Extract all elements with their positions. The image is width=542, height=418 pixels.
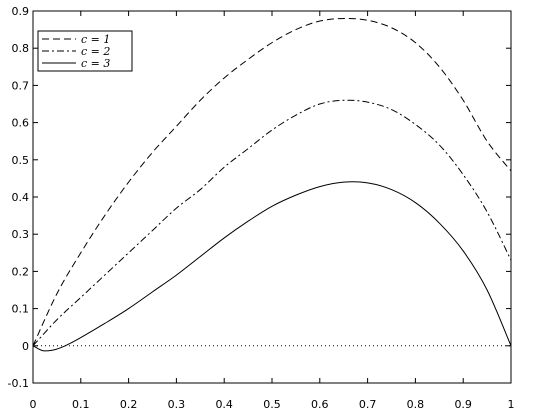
y-tick-label: -0.1 bbox=[8, 377, 29, 390]
series-line-c1 bbox=[32, 17, 512, 347]
series-line-c3 bbox=[32, 181, 512, 352]
series-line-c2 bbox=[32, 99, 512, 347]
x-tick-label: 0.5 bbox=[263, 398, 281, 411]
y-tick-label: 0 bbox=[22, 340, 29, 353]
y-tick-label: 0.9 bbox=[12, 5, 30, 18]
y-tick-label: 0.7 bbox=[12, 79, 30, 92]
y-tick-label: 0.5 bbox=[12, 154, 30, 167]
y-tick-label: 0.8 bbox=[12, 42, 30, 55]
x-tick-label: 0.6 bbox=[311, 398, 329, 411]
x-tick-label: 0.1 bbox=[72, 398, 90, 411]
x-tick-label: 0.4 bbox=[215, 398, 233, 411]
x-tick-label: 0.2 bbox=[120, 398, 138, 411]
x-tick-label: 1 bbox=[508, 398, 515, 411]
legend-entries: c = 1c = 2c = 3 bbox=[42, 33, 110, 70]
y-tick-label: 0.1 bbox=[12, 303, 30, 316]
x-tick-label: 0.7 bbox=[359, 398, 377, 411]
x-tick-label: 0 bbox=[30, 398, 37, 411]
legend-label-c1: c = 1 bbox=[81, 33, 110, 46]
y-tick-label: 0.4 bbox=[12, 191, 30, 204]
series-group bbox=[32, 17, 512, 352]
legend: c = 1c = 2c = 3 bbox=[37, 30, 133, 72]
x-tick-label: 0.9 bbox=[454, 398, 472, 411]
x-tick-label: 0.3 bbox=[168, 398, 186, 411]
y-tick-label: 0.2 bbox=[12, 265, 30, 278]
y-tick-label: 0.3 bbox=[12, 228, 30, 241]
plot-area bbox=[32, 10, 512, 384]
y-tick-label: 0.6 bbox=[12, 117, 30, 130]
legend-label-c2: c = 2 bbox=[81, 45, 110, 58]
legend-label-c3: c = 3 bbox=[81, 57, 110, 70]
x-tick-label: 0.8 bbox=[407, 398, 425, 411]
ticks-group: 0 0.1 0.2 0.3 0.4 0.5 0.6 0.7 0.8 0.9 1-0.100.10.2… bbox=[8, 5, 515, 411]
